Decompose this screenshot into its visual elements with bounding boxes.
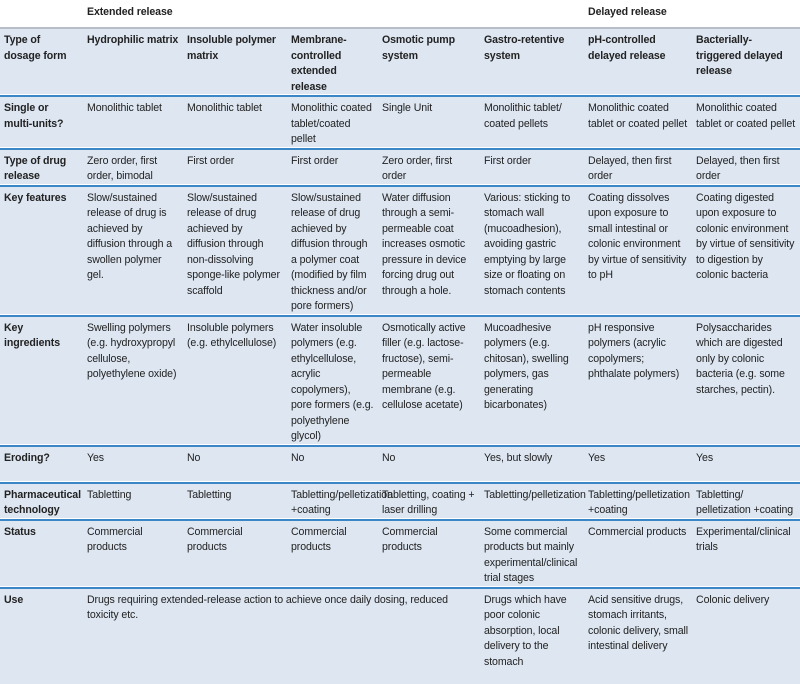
- table-cell: Mucoadhesive polymers (e.g. chitosan), s…: [480, 315, 585, 447]
- table-cell: Monolithic tablet/ coated pellets: [480, 96, 585, 150]
- table-cell: Monolithic coated tablet or coated pelle…: [692, 96, 800, 150]
- row-label: Key ingredients: [0, 315, 83, 447]
- table-cell: First order: [287, 148, 378, 187]
- table-row-use: Use Drugs requiring extended-release act…: [0, 588, 800, 684]
- table-cell: Delayed, then first order: [692, 148, 800, 187]
- table-cell: Coating dissolves upon exposure to small…: [584, 185, 693, 317]
- row-label: Pharmaceutical technology: [0, 482, 83, 521]
- table-row: Pharmaceutical technology Tabletting Table…: [0, 482, 800, 521]
- table-cell: Commercial products: [83, 519, 183, 589]
- table-cell: Yes: [83, 445, 183, 484]
- table-cell: Tabletting/pelletization +coating: [287, 482, 393, 521]
- group-delayed-release: Delayed release: [584, 0, 800, 29]
- table-cell: Slow/sustained release of drug achieved …: [183, 185, 287, 317]
- use-bacterial: Colonic delivery: [696, 593, 770, 606]
- table-row: Eroding? Yes No No No Yes, but slowly Yes Yes: [0, 445, 800, 484]
- table-cell: Commercial products: [287, 519, 378, 589]
- table-row: Status Commercial products Commercial prod…: [0, 519, 800, 589]
- use-gastro: Drugs which have poor colonic absorption…: [484, 593, 567, 668]
- table-cell: Tabletting: [183, 482, 287, 521]
- table-cell: Tabletting, coating + laser drilling: [378, 482, 480, 521]
- table-cell: Commercial products: [378, 519, 480, 589]
- row-label: Key features: [0, 185, 83, 317]
- table-cell: No: [183, 445, 287, 484]
- group-extended-release: Extended release: [83, 0, 585, 29]
- table-cell: Tabletting/pelletization: [480, 482, 586, 521]
- column-header-row: Type of dosage form Hydrophilic matrix Ins…: [0, 28, 800, 97]
- row-label: Use: [4, 593, 24, 606]
- table-cell: Swelling polymers (e.g. hydroxypropyl ce…: [83, 315, 183, 447]
- table-row: Key ingredients Swelling polymers (e.g. h…: [0, 315, 800, 447]
- table-cell: Coating digested upon exposure to coloni…: [692, 185, 800, 317]
- table-cell: Commercial products: [584, 519, 693, 589]
- table-cell: Slow/sustained release of drug achieved …: [287, 185, 378, 317]
- table-cell: Yes: [584, 445, 693, 484]
- use-extended: Drugs requiring extended-release action …: [87, 593, 448, 622]
- table-cell: Single Unit: [378, 96, 480, 150]
- row-label: Type of drug release: [0, 148, 83, 187]
- table-row: Key features Slow/sustained release of dr…: [0, 185, 800, 317]
- column-header: Type of dosage form: [0, 28, 83, 97]
- row-label: Eroding?: [0, 445, 83, 484]
- table-row: Single or multi-units? Monolithic tablet M…: [0, 96, 800, 150]
- use-ph: Acid sensitive drugs, stomach irritants,…: [588, 593, 688, 653]
- table-cell: Monolithic coated tablet/coated pellet: [287, 96, 378, 150]
- table-cell: Commercial products: [183, 519, 287, 589]
- table-cell: Osmotically active filler (e.g. lactose-…: [378, 315, 480, 447]
- group-header-row: Extended release Delayed release: [0, 0, 800, 29]
- row-label: Status: [0, 519, 83, 589]
- table-cell: Yes: [692, 445, 800, 484]
- table-cell: Water diffusion through a semi-permeable…: [378, 185, 480, 317]
- table-cell: Water insoluble polymers (e.g. ethylcell…: [287, 315, 378, 447]
- table-cell: Some commercial products but mainly expe…: [480, 519, 585, 589]
- column-header: Gastro-retentive system: [480, 28, 585, 97]
- table-cell: Yes, but slowly: [480, 445, 585, 484]
- table-cell: pH responsive polymers (acrylic copolyme…: [584, 315, 693, 447]
- column-header: Osmotic pump system: [378, 28, 480, 97]
- table-cell: No: [378, 445, 480, 484]
- table-cell: Zero order, first order, bimodal: [83, 148, 183, 187]
- row-label: Single or multi-units?: [0, 96, 83, 150]
- column-header: pH-controlled delayed release: [584, 28, 693, 97]
- table-cell: No: [287, 445, 378, 484]
- table-cell: Monolithic coated tablet or coated pelle…: [584, 96, 693, 150]
- table-cell: Tabletting: [83, 482, 183, 521]
- table-cell: First order: [480, 148, 585, 187]
- table-cell: Zero order, first order: [378, 148, 480, 187]
- table-cell: Slow/sustained release of drug is achiev…: [83, 185, 183, 317]
- column-header: Insoluble polymer matrix: [183, 28, 287, 97]
- table-cell: Monolithic tablet: [183, 96, 287, 150]
- table-cell: Insoluble polymers (e.g. ethylcellulose): [183, 315, 287, 447]
- table-cell: Monolithic tablet: [83, 96, 183, 150]
- table-cell: Tabletting/ pelletization +coating: [692, 482, 800, 521]
- table-cell: Experimental/clinical trials: [692, 519, 800, 589]
- table-cell: Polysaccharides which are digested only …: [692, 315, 800, 447]
- table-cell: Various: sticking to stomach wall (mucoa…: [480, 185, 585, 317]
- table-cell: Tabletting/pelletization +coating: [584, 482, 693, 521]
- column-header: Bacterially-triggered delayed release: [692, 28, 800, 97]
- table-cell: First order: [183, 148, 287, 187]
- table-row: Type of drug release Zero order, first or…: [0, 148, 800, 187]
- column-header: Hydrophilic matrix: [83, 28, 183, 97]
- table-cell: Delayed, then first order: [584, 148, 693, 187]
- column-header: Membrane-controlled extended release: [287, 28, 378, 97]
